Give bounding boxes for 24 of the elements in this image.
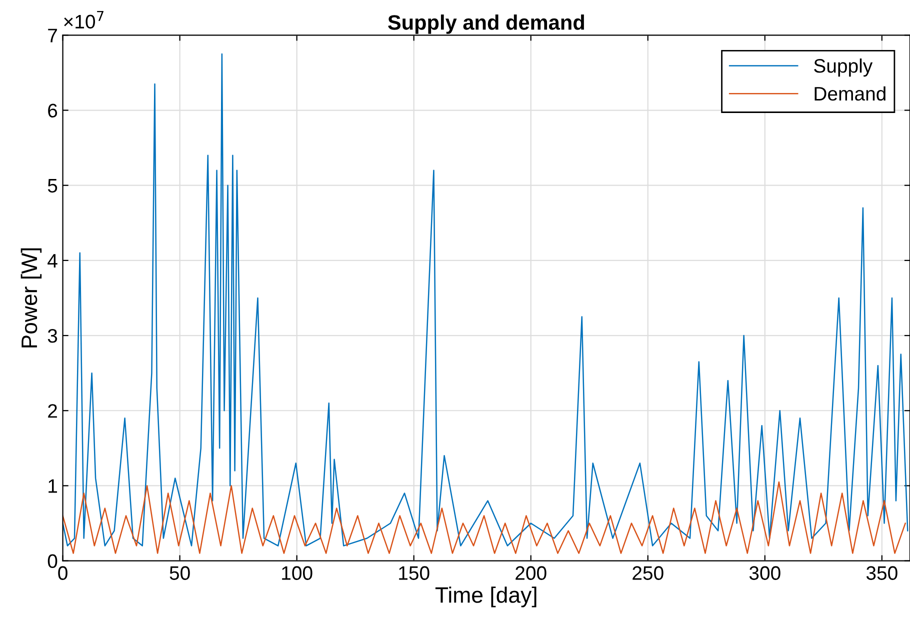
x-tick-label: 200 <box>516 566 546 580</box>
y-tick-label: 7 <box>48 28 57 42</box>
y-axis-title: Power [W] <box>20 248 42 348</box>
x-tick-label: 350 <box>866 566 898 580</box>
legend-label: Demand <box>814 86 886 101</box>
y-tick-label: 2 <box>48 404 57 418</box>
x-tick-label: 50 <box>170 566 190 580</box>
x-tick-label: 0 <box>58 566 68 580</box>
line-series <box>62 481 906 554</box>
text: ×10$^{7}$ <box>64 11 104 29</box>
y-tick-label: 3 <box>48 329 58 343</box>
x-tick-label: 100 <box>282 566 312 580</box>
x-tick-label: 150 <box>399 566 430 580</box>
legend-label: Supply <box>814 58 873 77</box>
y-tick-label: 5 <box>48 179 58 193</box>
chart-title: Supply and demand <box>388 14 584 34</box>
line-series <box>62 53 908 546</box>
x-axis-title: Time [day] <box>435 586 536 608</box>
x-tick-label: 300 <box>749 566 780 580</box>
x-tick-label: 250 <box>632 566 664 580</box>
y-tick-label: 6 <box>48 104 58 118</box>
y-tick-label: 4 <box>48 254 58 268</box>
y-tick-label: 0 <box>48 554 58 568</box>
y-tick-label: 1 <box>48 479 57 493</box>
